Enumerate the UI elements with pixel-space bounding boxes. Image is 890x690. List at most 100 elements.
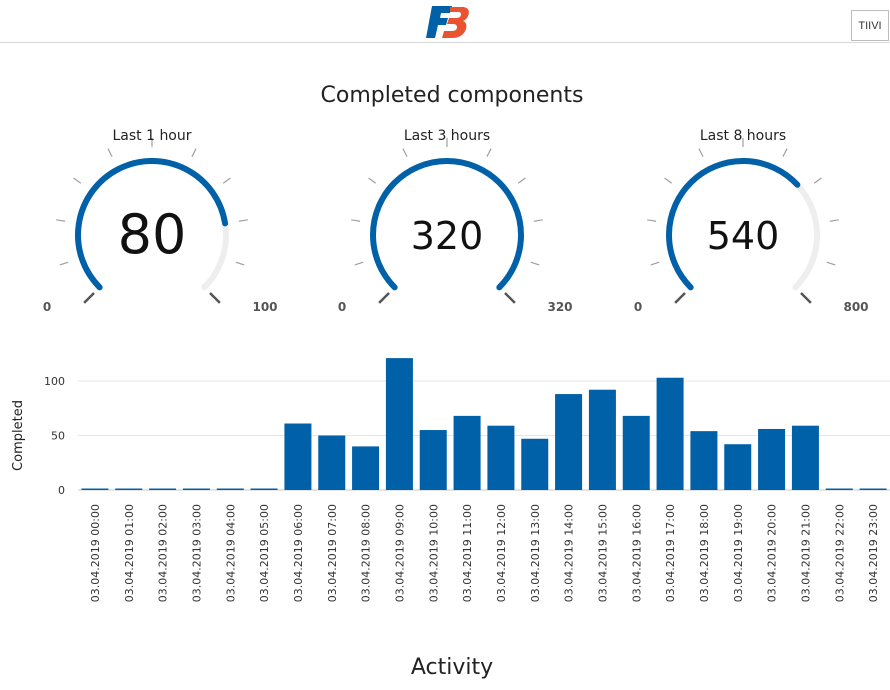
gauge-value: 80 — [118, 203, 187, 266]
bar — [419, 430, 447, 490]
gauge-value-arc — [666, 158, 801, 291]
top-bar: TIIVI — [0, 0, 890, 43]
gauge-tick — [354, 261, 364, 266]
gauge-value-arc — [370, 158, 524, 291]
bar — [385, 358, 413, 490]
gauge-dial: 540 0 800 — [634, 138, 869, 314]
gauge-min-label: 0 — [338, 300, 346, 314]
x-tick-label: 03.04.2019 10:00 — [427, 504, 440, 602]
x-tick-label: 03.04.2019 04:00 — [224, 504, 237, 602]
gauge-tick — [826, 261, 836, 266]
gauge-tick — [782, 148, 788, 157]
x-tick-label: 03.04.2019 01:00 — [123, 504, 136, 602]
gauge-tick — [813, 177, 822, 184]
x-tick-label: 03.04.2019 19:00 — [732, 504, 745, 602]
gauge-tick — [533, 219, 543, 222]
gauge-tick — [698, 148, 704, 157]
gauge-tick — [504, 292, 516, 304]
fb-logo-icon — [426, 6, 469, 38]
gauge-tick — [235, 261, 245, 266]
bar — [555, 394, 583, 490]
x-tick-label: 03.04.2019 17:00 — [664, 504, 677, 602]
x-tick-label: 03.04.2019 16:00 — [630, 504, 643, 602]
gauge-tick — [56, 219, 66, 222]
gauge-tick — [73, 177, 82, 184]
bar — [622, 415, 650, 490]
bar — [352, 446, 380, 490]
x-tick-label: 03.04.2019 15:00 — [596, 504, 609, 602]
bar — [758, 428, 786, 490]
x-tick-label: 03.04.2019 18:00 — [698, 504, 711, 602]
gauge-tick — [209, 292, 221, 304]
activity-title: Activity — [410, 655, 494, 680]
completed-components-title: Completed components — [320, 83, 584, 108]
gauge-min-label: 0 — [634, 300, 642, 314]
bar — [318, 435, 346, 490]
bar — [149, 488, 177, 490]
bar — [825, 488, 853, 490]
gauge-dial: 80 0 100 — [43, 138, 278, 314]
x-tick-label: 03.04.2019 07:00 — [326, 504, 339, 602]
x-tick-label: 03.04.2019 05:00 — [258, 504, 271, 602]
fb-logo[interactable] — [426, 4, 470, 44]
gauge-tick — [191, 148, 197, 157]
y-tick-label: 100 — [44, 375, 65, 388]
x-tick-label: 03.04.2019 23:00 — [867, 504, 880, 602]
y-tick-label: 0 — [58, 484, 65, 497]
gauge-tick — [486, 148, 492, 157]
y-axis-label: Completed — [11, 400, 26, 471]
bar — [859, 488, 887, 490]
gauge-label: Last 1 hour — [112, 128, 192, 144]
x-tick-label: 03.04.2019 13:00 — [529, 504, 542, 602]
bar — [216, 488, 244, 490]
activity-bar-chart: 0 50 100 Completed 03.04.2019 00:00 03.04.201… — [11, 358, 890, 602]
x-tick-label: 03.04.2019 08:00 — [360, 504, 373, 602]
bar — [656, 377, 684, 490]
gauge-last-1-hour: 80 0 100 Last 1 hour — [22, 120, 282, 320]
gauge-tick — [664, 177, 673, 184]
y-tick-label: 50 — [51, 430, 65, 443]
bar — [588, 389, 616, 490]
x-tick-label: 03.04.2019 02:00 — [157, 504, 170, 602]
bar — [690, 431, 718, 490]
gauge-tick — [107, 148, 113, 157]
x-tick-label: 03.04.2019 06:00 — [292, 504, 305, 602]
x-tick-label: 03.04.2019 00:00 — [89, 504, 102, 602]
gauge-tick — [530, 261, 540, 266]
gauge-tick — [402, 148, 408, 157]
gauge-tick — [650, 261, 660, 266]
gauge-label: Last 3 hours — [403, 128, 491, 144]
gauge-tick — [238, 219, 248, 222]
bar — [791, 425, 819, 490]
gauge-value-arc — [75, 158, 229, 291]
gauge-dial: 320 0 320 — [338, 138, 573, 314]
user-menu-button[interactable]: TIIVI — [851, 10, 889, 41]
gauge-max-label: 320 — [547, 300, 572, 314]
bar — [115, 488, 143, 490]
x-tick-label: 03.04.2019 14:00 — [563, 504, 576, 602]
gauge-tick — [222, 177, 231, 184]
gauge-tick — [517, 177, 526, 184]
x-tick-label: 03.04.2019 22:00 — [833, 504, 846, 602]
gauge-value: 320 — [411, 214, 484, 258]
bar — [487, 425, 515, 490]
gauge-tick — [59, 261, 69, 266]
x-tick-label: 03.04.2019 11:00 — [461, 504, 474, 602]
x-tick-label: 03.04.2019 21:00 — [799, 504, 812, 602]
gauge-tick — [83, 292, 95, 304]
bar — [81, 488, 109, 490]
bar — [284, 423, 312, 490]
bar — [182, 488, 210, 490]
gauge-tick — [368, 177, 377, 184]
gauge-tick — [674, 292, 686, 304]
gauge-last-8-hours: 540 0 800 Last 8 hours — [613, 120, 873, 320]
x-tick-label: 03.04.2019 03:00 — [190, 504, 203, 602]
gauge-tick — [829, 219, 839, 222]
x-tick-label: 03.04.2019 09:00 — [393, 504, 406, 602]
x-tick-label: 03.04.2019 20:00 — [766, 504, 779, 602]
gauge-tick — [378, 292, 390, 304]
gauge-value: 540 — [707, 214, 780, 258]
bar — [724, 444, 752, 490]
gauge-min-label: 0 — [43, 300, 51, 314]
gauge-max-label: 100 — [252, 300, 277, 314]
